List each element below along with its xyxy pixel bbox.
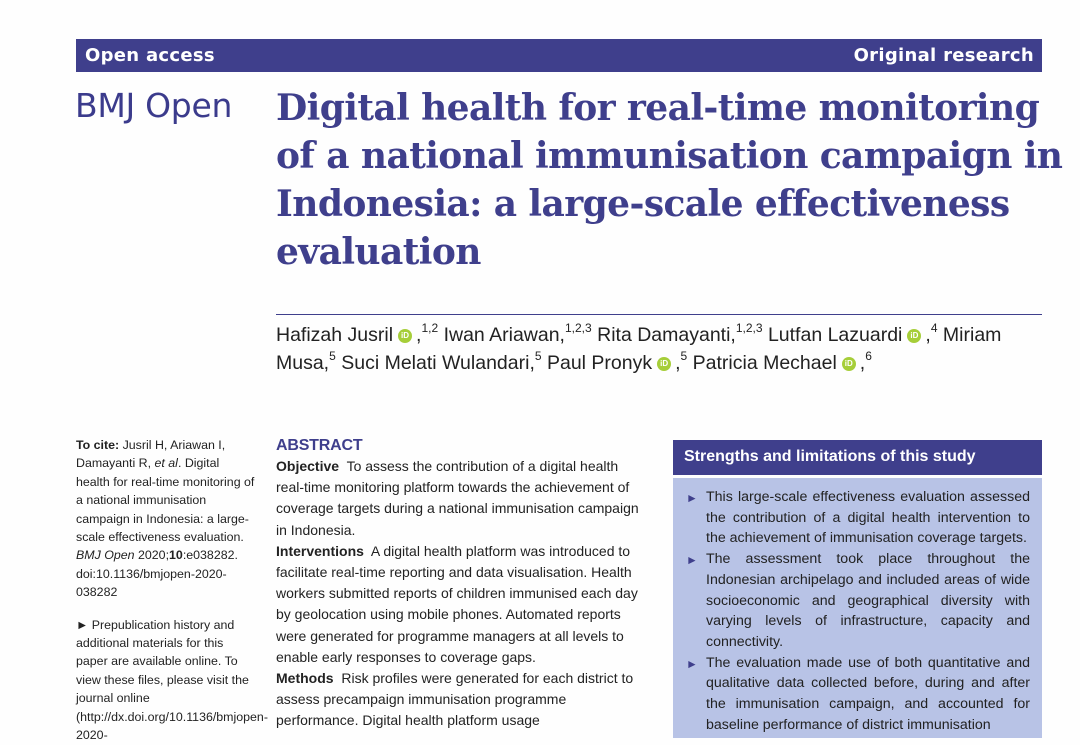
author-name: Iwan Ariawan,	[443, 324, 565, 346]
open-access-label: Open access	[85, 45, 215, 66]
abstract-text: A digital health platform was introduced…	[276, 542, 638, 665]
affiliation-number: 5	[329, 348, 336, 363]
strength-item: ► This large-scale effectiveness evaluati…	[683, 487, 1030, 549]
header-bar: Open access Original research	[76, 39, 1042, 72]
strength-text: This large-scale effectiveness evaluatio…	[706, 489, 1030, 547]
author-list: Hafizah Jusril iD ,1,2 Iwan Ariawan,1,2,3 …	[276, 320, 1002, 375]
author-name: Rita Damayanti,	[597, 324, 736, 346]
affiliation-number: 5	[680, 348, 688, 363]
cite-label: To cite:	[76, 438, 120, 452]
cite-text: . Digital health for real-time monitorin…	[76, 456, 255, 545]
strength-item: ► The evaluation made use of both quantit…	[683, 653, 1030, 736]
author-name: Lutfan Lazuardi	[767, 324, 903, 346]
author-name: Patricia Mechael	[692, 352, 837, 374]
bullet-arrow-icon: ►	[686, 553, 698, 568]
abstract-label: Interventions	[276, 542, 364, 559]
abstract-text: To assess the contribution of a digital …	[276, 458, 639, 538]
cite-text: Jusril H, Ariawan I, Damayanti R,	[76, 438, 226, 471]
abstract-paragraph: Objective To assess the contribution of …	[276, 456, 648, 541]
title-divider	[276, 314, 1042, 315]
affiliation-number: 1,2,3	[564, 320, 592, 335]
strength-item: ► The assessment took place throughout th…	[683, 549, 1030, 653]
author-name: Miriam Musa,	[276, 324, 1002, 374]
article-title: Digital health for real-time monitoring …	[276, 87, 1063, 273]
bullet-arrow-icon: ►	[686, 491, 698, 505]
citation-sidebar: To cite: Jusril H, Ariawan I, Damayanti …	[76, 436, 268, 745]
strengths-box: ► This large-scale effectiveness evaluati…	[673, 478, 1042, 738]
affiliation-number: 6	[865, 348, 872, 363]
strength-text: The evaluation made use of both quantita…	[706, 654, 1030, 733]
orcid-icon[interactable]: iD	[907, 329, 922, 343]
strength-text: The assessment took place throughout the…	[706, 551, 1030, 650]
orcid-icon[interactable]: iD	[657, 357, 672, 371]
cite-etal: et al	[154, 456, 178, 471]
strengths-box-header: Strengths and limitations of this study	[673, 440, 1042, 475]
author-name: Suci Melati Wulandari,	[341, 352, 535, 374]
abstract-paragraph: Methods Risk profiles were generated for…	[276, 668, 648, 732]
affiliation-number: 1,2	[421, 320, 439, 335]
strengths-box-title: Strengths and limitations of this study	[684, 448, 976, 465]
author-name: Paul Pronyk	[546, 352, 653, 374]
cite-volume: 10	[169, 548, 183, 563]
abstract-paragraph: Interventions A digital health platform …	[276, 541, 648, 668]
journal-logo: BMJ Open	[75, 86, 233, 125]
affiliation-number: 4	[930, 320, 938, 335]
abstract-heading: ABSTRACT	[276, 437, 363, 454]
cite-journal: BMJ Open	[76, 548, 135, 563]
article-type-label: Original research	[853, 45, 1034, 66]
abstract-label: Methods	[276, 670, 334, 687]
orcid-icon[interactable]: iD	[398, 329, 413, 343]
cite-year: 2020;	[138, 548, 170, 563]
prepublication-note: ► Prepublication history and additional …	[76, 617, 268, 743]
abstract-label: Objective	[276, 458, 340, 474]
author-name: Hafizah Jusril	[276, 324, 394, 346]
affiliation-number: 1,2,3	[735, 320, 763, 335]
orcid-icon[interactable]: iD	[841, 357, 856, 371]
bullet-arrow-icon: ►	[686, 656, 698, 671]
citation-block: To cite: Jusril H, Ariawan I, Damayanti …	[76, 436, 256, 602]
abstract-section: ABSTRACT Objective To assess the contrib…	[276, 436, 648, 732]
cite-doi: :e038282. doi:10.1136/bmjopen-2020-03828…	[76, 548, 238, 600]
affiliation-number: 5	[534, 348, 542, 363]
